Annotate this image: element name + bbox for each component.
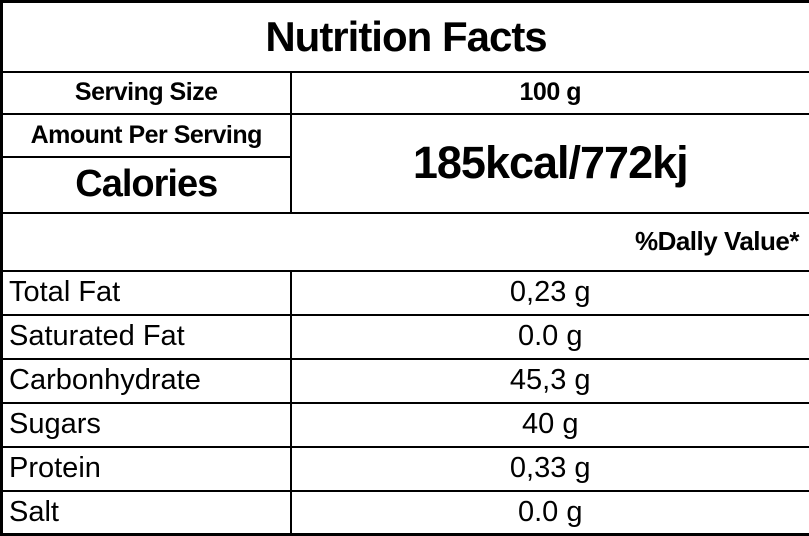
nutrient-value: 0.0 g [289,313,809,360]
table-row-total-fat: Total Fat 0,23 g [0,269,809,316]
nutrient-name: Salt [0,489,292,536]
serving-size-value: 100 g [289,70,809,115]
nutrient-name: Saturated Fat [0,313,292,360]
nutrient-name: Protein [0,445,292,492]
nutrient-value: 0.0 g [289,489,809,536]
nutrient-name: Sugars [0,401,292,448]
amount-per-serving-row: Amount Per Serving 185kcal/772kj [0,112,809,214]
table-row-protein: Protein 0,33 g [0,445,809,492]
page-title: Nutrition Facts [0,0,809,73]
table-row-carbonhydrate: Carbonhydrate 45,3 g [0,357,809,404]
serving-size-row: Serving Size 100 g [0,70,809,115]
calories-value: 185kcal/772kj [289,112,809,214]
nutrient-name: Carbonhydrate [0,357,292,404]
table-row-saturated-fat: Saturated Fat 0.0 g [0,313,809,360]
calories-row: Calories [0,155,809,214]
calories-label: Calories [0,155,292,214]
title-row: Nutrition Facts [0,0,809,73]
nutrient-value: 40 g [289,401,809,448]
serving-size-label: Serving Size [0,70,292,115]
nutrient-name: Total Fat [0,269,292,316]
nutrient-value: 0,33 g [289,445,809,492]
amount-per-serving-label: Amount Per Serving [0,112,292,158]
nutrient-value: 0,23 g [289,269,809,316]
nutrient-value: 45,3 g [289,357,809,404]
table-row-salt: Salt 0.0 g [0,489,809,536]
table-row-sugars: Sugars 40 g [0,401,809,448]
daily-value-header-row: %Dally Value* [0,211,809,272]
daily-value-header: %Dally Value* [0,211,809,272]
